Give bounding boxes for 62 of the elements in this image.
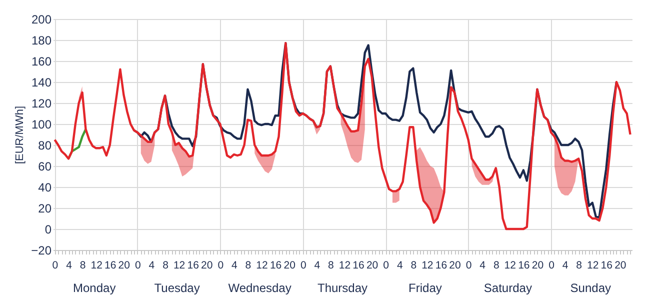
- x-tick-label: 8: [576, 260, 582, 272]
- x-tick-label: 12: [90, 260, 103, 272]
- x-tick-label: 0: [218, 260, 224, 272]
- y-tick-label: 160: [31, 54, 52, 68]
- x-tick-label: 8: [245, 260, 252, 272]
- x-tick-label: 12: [422, 260, 434, 272]
- x-tick-label: 4: [232, 260, 238, 272]
- x-tick-label: 16: [600, 260, 613, 272]
- text: Monday: [73, 281, 116, 295]
- y-tick-label: 140: [31, 76, 52, 90]
- y-tick-label: 80: [38, 138, 52, 152]
- x-tick-label: 16: [270, 260, 282, 272]
- x-tick-label: 4: [66, 260, 72, 272]
- x-tick-label: 8: [162, 260, 169, 272]
- x-tick-label: 4: [562, 260, 568, 272]
- x-tick-label: 20: [614, 260, 626, 272]
- x-tick-label: 16: [435, 260, 448, 272]
- y-tick-label: 20: [38, 202, 52, 216]
- text: Thursday: [317, 281, 368, 295]
- x-tick-label: 20: [201, 260, 213, 272]
- x-tick-label: 0: [466, 260, 472, 272]
- x-tick-label: 16: [518, 260, 530, 272]
- x-tick-label: 12: [256, 260, 268, 272]
- x-tick-label: 8: [80, 260, 86, 272]
- text: Friday: [408, 281, 442, 295]
- y-tick-label: 200: [31, 12, 52, 26]
- x-tick-label: 20: [118, 260, 130, 272]
- x-tick-label: 12: [587, 260, 599, 272]
- text: Saturday: [484, 281, 532, 295]
- text: Tuesday: [154, 281, 200, 295]
- x-tick-label: 8: [328, 260, 334, 272]
- x-tick-label: 12: [338, 260, 351, 272]
- y-tick-label: 180: [31, 34, 52, 48]
- text: Sunday: [570, 281, 611, 295]
- x-tick-label: 0: [548, 260, 555, 272]
- x-tick-label: 20: [449, 260, 462, 272]
- x-tick-label: 4: [396, 260, 403, 272]
- x-tick-label: 12: [504, 260, 516, 272]
- y-tick-label: 0: [44, 222, 52, 236]
- x-tick-label: 20: [284, 260, 296, 272]
- x-tick-label: 20: [366, 260, 378, 272]
- x-tick-label: 4: [148, 260, 155, 272]
- y-tick-label: 60: [38, 160, 52, 174]
- x-tick-label: 16: [104, 260, 116, 272]
- y-tick-label: 40: [38, 180, 52, 194]
- y-tick-label: 120: [31, 96, 52, 110]
- x-tick-label: 4: [480, 260, 486, 272]
- x-tick-label: 12: [173, 260, 186, 272]
- x-tick-label: 20: [532, 260, 544, 272]
- x-tick-label: 0: [300, 260, 306, 272]
- x-tick-label: 8: [493, 260, 500, 272]
- x-tick-label: 4: [314, 260, 320, 272]
- y-tick-label: −20: [31, 244, 52, 258]
- x-tick-label: 16: [352, 260, 365, 272]
- x-tick-label: 0: [135, 260, 142, 272]
- x-tick-label: 8: [410, 260, 417, 272]
- x-tick-label: 0: [383, 260, 390, 272]
- text: Wednesday: [228, 281, 292, 295]
- x-tick-label: 16: [187, 260, 200, 272]
- y-tick-label: 100: [31, 118, 52, 132]
- y-axis-title: [EUR/MWh]: [14, 106, 26, 164]
- line-series: [54, 42, 632, 230]
